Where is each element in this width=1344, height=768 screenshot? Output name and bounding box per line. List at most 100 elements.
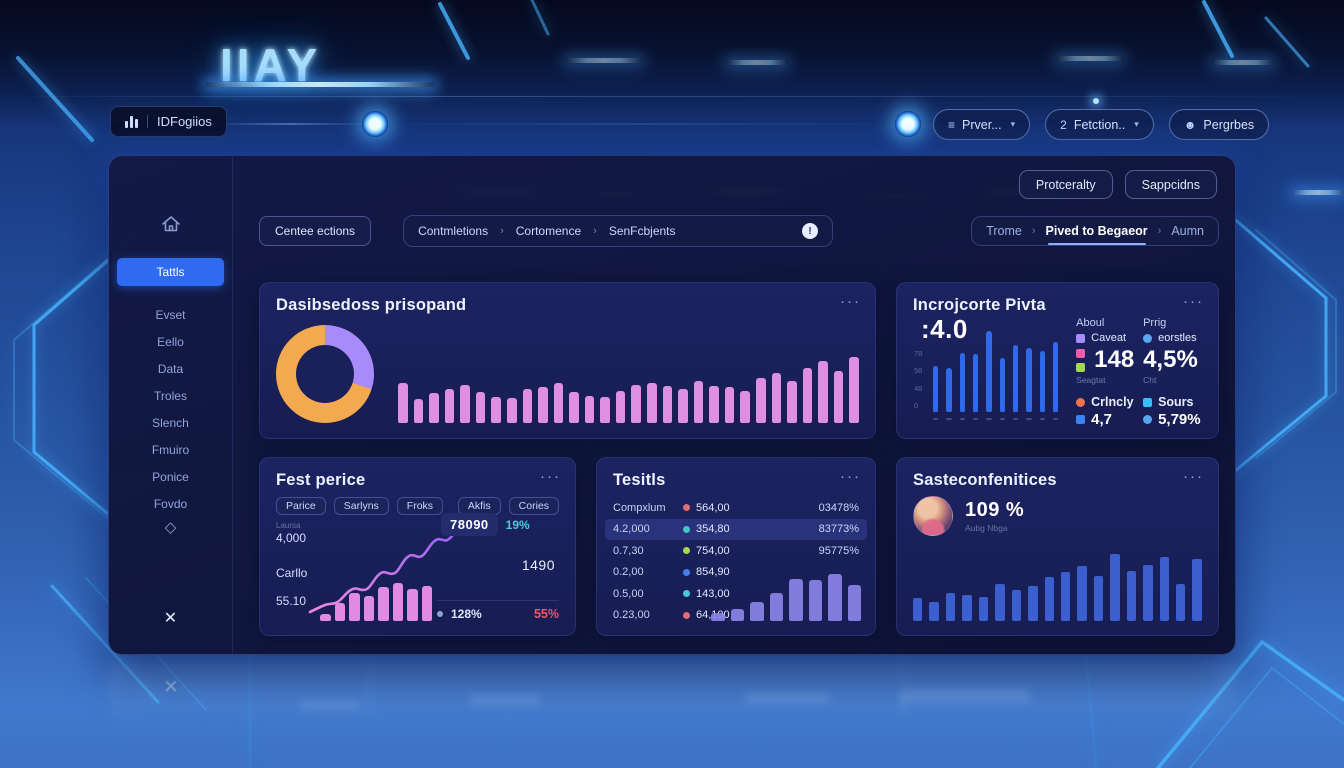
- axis-tick-label: 0: [914, 400, 919, 410]
- card-saste-metrics: Sasteconfenitices ··· 109 % Aubg Nbga: [896, 457, 1219, 636]
- legend-label: Caveat: [1091, 332, 1127, 344]
- legend-label: eorstles: [1158, 332, 1197, 344]
- breadcrumb-separator: ›: [593, 225, 597, 237]
- chart-bar: [1039, 351, 1045, 412]
- chart-bar: [475, 392, 486, 423]
- chevron-down-icon: ▾: [1134, 119, 1139, 129]
- tab-aumn[interactable]: Aumn: [1171, 224, 1204, 238]
- table-row: 0.5,00 143,00: [613, 583, 859, 605]
- breadcrumb-item[interactable]: Contmletions: [418, 224, 489, 238]
- chart-bar: [1159, 557, 1169, 621]
- chart-bar: [818, 361, 828, 423]
- diamond-icon[interactable]: ◇: [164, 519, 177, 536]
- sidebar-item-tattls[interactable]: Tattls: [117, 258, 224, 286]
- bar-chart: [711, 543, 861, 621]
- panel-header-button[interactable]: Sappcidns: [1124, 170, 1217, 199]
- topbar-action-label: Prver...: [962, 117, 1002, 132]
- metric-label-row: Sours: [1143, 395, 1202, 409]
- row-label: 0.2,00: [613, 566, 644, 579]
- status-dot: [683, 504, 690, 512]
- square-marker: [1076, 362, 1086, 372]
- topbar-action-button[interactable]: ≡ Prver... ▾: [933, 109, 1031, 140]
- topbar-action-button[interactable]: ☻ Pergrbes: [1168, 109, 1270, 140]
- chart-bar: [631, 385, 641, 423]
- card-tesitls-table: Tesitls ··· Compxlum 564,00 03478% 4.2,000 3…: [596, 457, 876, 636]
- filter-chip[interactable]: Sarlyns: [333, 497, 389, 515]
- chart-bar: [678, 389, 688, 423]
- stat-value-row: 148: [1076, 346, 1135, 374]
- highlight-value: 78090: [441, 513, 498, 536]
- sidebar-item-fmuiro[interactable]: Fmuiro: [151, 443, 190, 457]
- more-menu-icon[interactable]: ···: [540, 468, 561, 485]
- user-icon: ☻: [1183, 117, 1197, 132]
- decor-floor-reflection: [470, 694, 540, 706]
- metric-label: Sours: [1158, 395, 1194, 409]
- chart-bar: [1044, 577, 1054, 621]
- axis-tick: [933, 418, 939, 420]
- row-label: Compxlum: [613, 501, 666, 514]
- chart-bar: [378, 587, 389, 621]
- panel-header-button[interactable]: Protceralty: [1018, 170, 1113, 199]
- card-dashboard-overview: Dasibsedoss prisopand ···: [259, 282, 876, 439]
- chart-bar: [392, 583, 403, 621]
- decor-connector-line: [388, 123, 893, 125]
- row-label: 0.23,00: [613, 609, 650, 622]
- more-menu-icon[interactable]: ···: [1183, 468, 1204, 485]
- chart-bar: [962, 595, 972, 621]
- axis-tick: [986, 418, 992, 420]
- more-menu-icon[interactable]: ···: [840, 468, 861, 485]
- primary-action-button[interactable]: Centee ections: [259, 216, 372, 246]
- chart-bar: [959, 353, 965, 412]
- close-icon[interactable]: ✕: [163, 610, 178, 627]
- sidebar-item-slench[interactable]: Slench: [152, 416, 189, 430]
- row-value: 754,00: [696, 544, 730, 557]
- breadcrumb-items: Contmletions › Cortomence › SenFcbjents: [418, 224, 675, 238]
- filter-chip[interactable]: Parice: [276, 497, 326, 515]
- legend-markers: [1076, 348, 1086, 372]
- sidebar-item-evset[interactable]: Evset: [155, 308, 186, 322]
- decor-reflected-close-icon: ✕: [163, 677, 179, 698]
- decor-floor-reflection: [745, 692, 830, 704]
- chart-bar: [740, 391, 750, 423]
- sidebar-item-ponice[interactable]: Ponice: [152, 470, 189, 484]
- filter-chip[interactable]: Cories: [508, 497, 559, 515]
- breadcrumb-item[interactable]: Cortomence: [515, 224, 582, 238]
- chart-bar: [769, 592, 783, 621]
- chart-bar: [986, 331, 992, 412]
- percent-value-teal: 19%: [505, 517, 530, 532]
- sidebar-item-data[interactable]: Data: [157, 362, 184, 376]
- saste-value-block: 109 % Aubg Nbga: [965, 499, 1024, 533]
- bar-chart: [933, 324, 1059, 412]
- metric-value: 5,79%: [1158, 411, 1201, 428]
- filter-chip[interactable]: Froks: [396, 497, 444, 515]
- topbar-action-button[interactable]: 2 Fetction.. ▾: [1045, 109, 1154, 140]
- sidebar-item-troles[interactable]: Troles: [154, 389, 187, 403]
- chart-bar: [1077, 566, 1087, 621]
- chart-bar: [828, 574, 842, 621]
- card-title: Tesitls: [613, 471, 666, 489]
- metric-label: Crlncly: [1091, 395, 1134, 409]
- more-menu-icon[interactable]: ···: [1183, 293, 1204, 310]
- chart-bar: [999, 358, 1005, 412]
- chart-bar: [711, 613, 725, 621]
- axis-label: 4,000: [276, 531, 307, 545]
- saste-header: 109 % Aubg Nbga: [913, 495, 1202, 537]
- chart-bar: [349, 593, 360, 621]
- row-label: 0.5,00: [613, 587, 644, 600]
- decor-neon-strip: [726, 60, 788, 65]
- table-row: 4.2,000 354,80 83773%: [605, 518, 867, 541]
- tab-pived-to-begaeor[interactable]: Pived to Begaeor: [1046, 216, 1148, 246]
- app-launcher-button[interactable]: IDFogiios: [110, 106, 227, 137]
- stats-header: Aboul: [1076, 317, 1105, 329]
- home-icon[interactable]: [109, 214, 232, 234]
- breadcrumb-item[interactable]: SenFcbjents: [608, 224, 676, 238]
- chart-bar: [1052, 341, 1059, 412]
- tab-trome[interactable]: Trome: [986, 224, 1022, 238]
- stat-value: 148: [1094, 346, 1135, 373]
- sidebar-item-eello[interactable]: Eello: [157, 335, 184, 349]
- more-menu-icon[interactable]: ···: [840, 293, 861, 310]
- topbar-action-label: Pergrbes: [1203, 117, 1255, 132]
- filter-chip[interactable]: Akfis: [457, 497, 501, 515]
- info-icon[interactable]: !: [802, 223, 819, 239]
- sidebar-item-fovdo[interactable]: Fovdo: [153, 497, 188, 511]
